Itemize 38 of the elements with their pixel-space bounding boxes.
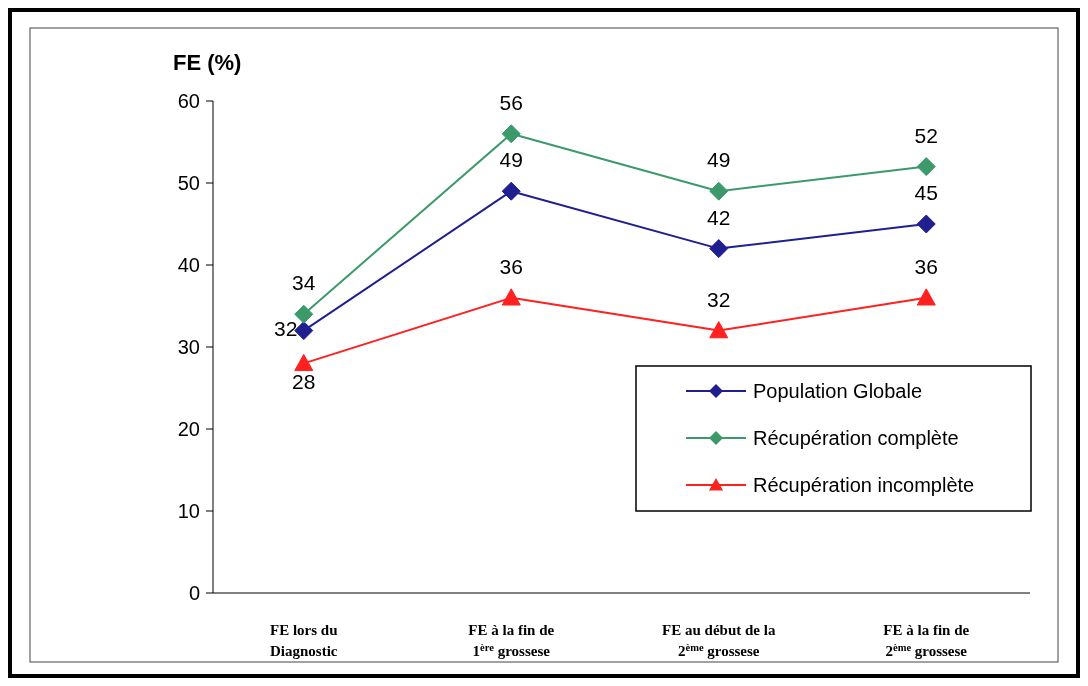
data-label: 32	[707, 287, 731, 311]
point	[709, 181, 729, 201]
point	[501, 124, 521, 144]
data-label: 42	[707, 205, 731, 229]
data-label: 56	[499, 90, 523, 114]
data-label: 49	[707, 148, 731, 172]
data-label: 32	[274, 316, 298, 340]
point	[916, 157, 936, 177]
data-label: 52	[914, 123, 938, 147]
legend-label: Récupération complète	[753, 427, 959, 449]
point	[294, 304, 314, 324]
point	[501, 181, 521, 201]
legend-label: Population Globale	[753, 380, 923, 402]
y-tick-label: 20	[177, 418, 200, 440]
point	[294, 353, 314, 372]
data-label: 36	[914, 254, 938, 278]
y-tick-label: 30	[177, 336, 200, 358]
y-axis-title: FE (%)	[173, 50, 242, 75]
x-tick-label: FE au début de la 2$^{ème}$ grossese	[662, 622, 776, 659]
y-tick-label: 0	[188, 582, 200, 604]
y-tick-label: 10	[177, 500, 200, 522]
point	[501, 288, 521, 306]
x-tick-label: FE lors du Diagnostic	[269, 622, 338, 659]
x-tick-label: FE à la fin de 1$^{ère}$ grossese	[468, 622, 555, 659]
legend-label: Récupération incomplète	[753, 474, 975, 496]
data-label: 49	[499, 148, 523, 172]
y-tick-label: 50	[177, 172, 200, 194]
x-tick-label: FE à la fin de 2$^{ème}$ grossese	[883, 622, 970, 659]
y-tick-label: 60	[177, 90, 200, 112]
data-label: 34	[292, 271, 316, 295]
data-label: 36	[499, 254, 523, 278]
point	[709, 239, 729, 259]
point	[916, 214, 936, 234]
y-tick-label: 40	[177, 254, 200, 276]
data-label: 28	[292, 370, 316, 394]
data-label: 45	[914, 181, 938, 204]
point	[709, 321, 729, 339]
point	[916, 288, 936, 306]
